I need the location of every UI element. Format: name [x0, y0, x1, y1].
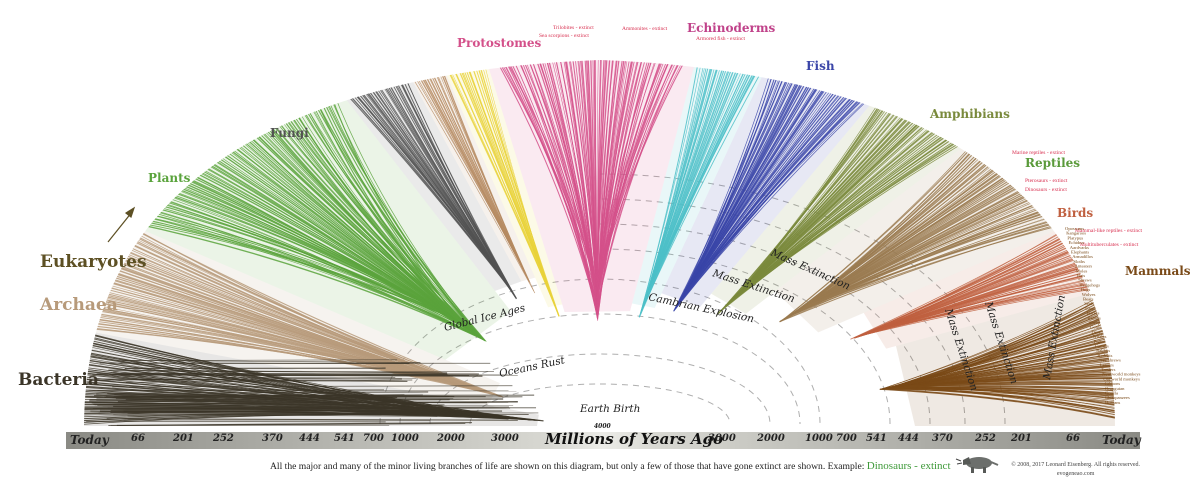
- axis-tick-right-1: 2000: [757, 433, 785, 444]
- axis-tick-right-10: Today: [1102, 433, 1141, 447]
- note-pterosaurs: Pterosaurs - extinct: [1025, 178, 1068, 184]
- label-mammals: Mammals: [1125, 264, 1191, 278]
- label-fungi: Fungi: [270, 126, 309, 140]
- label-reptiles: Reptiles: [1025, 156, 1080, 170]
- label-birds: Birds: [1057, 206, 1093, 220]
- note-ammonites: Ammonites - extinct: [622, 26, 668, 32]
- event-oceans-rust: Oceans Rust: [498, 354, 567, 380]
- axis-tick-left-3: 252: [213, 433, 234, 444]
- note-trilobites: Trilobites - extinct: [553, 25, 594, 31]
- axis-tick-right-4: 541: [866, 433, 887, 444]
- axis-tick-left-7: 700: [363, 433, 384, 444]
- label-echinoderms: Echinoderms: [687, 21, 776, 35]
- footer-note-text: All the major and many of the minor livi…: [270, 461, 864, 472]
- axis-title: Millions of Years Ago: [545, 430, 723, 448]
- event-earth-birth: Earth Birth: [579, 403, 640, 415]
- axis-tick-right-3: 700: [836, 433, 857, 444]
- footer-note: All the major and many of the minor livi…: [270, 460, 1030, 472]
- axis-tick-right-8: 201: [1011, 433, 1032, 444]
- note-sea-scorpions: Sea scorpions - extinct: [539, 33, 589, 39]
- label-archaea: Archaea: [39, 295, 118, 315]
- axis-center-value: 4000: [594, 423, 611, 430]
- note-dinosaurs: Dinosaurs - extinct: [1025, 187, 1067, 193]
- note-marine-reptiles: Marine reptiles - extinct: [1012, 150, 1065, 156]
- label-eukaryotes: Eukaryotes: [40, 252, 147, 272]
- axis-tick-right-7: 252: [975, 433, 996, 444]
- axis-tick-right-9: 66: [1066, 433, 1080, 444]
- copyright: © 2008, 2017 Leonard Eisenberg. All righ…: [1011, 461, 1140, 479]
- mammal-leaf: Humans: [1105, 400, 1121, 405]
- note-armored-fish: Armored fish - extinct: [696, 35, 745, 42]
- axis-tick-left-0: Today: [70, 433, 109, 447]
- copyright-site: evogeneao.com: [1011, 470, 1140, 479]
- axis-tick-left-1: 66: [131, 433, 145, 444]
- axis-tick-right-6: 370: [932, 433, 953, 444]
- copyright-line: © 2008, 2017 Leonard Eisenberg. All righ…: [1011, 461, 1140, 470]
- label-fish: Fish: [806, 59, 835, 73]
- footer-example: Dinosaurs - extinct: [867, 460, 951, 472]
- axis-tick-right-0: 3000: [708, 433, 736, 444]
- axis-tick-right-2: 1000: [805, 433, 833, 444]
- label-protostomes: Protostomes: [457, 36, 542, 50]
- eukaryote-arrow-icon: [108, 208, 134, 242]
- label-bacteria: Bacteria: [18, 370, 99, 390]
- axis-tick-left-5: 444: [299, 433, 320, 444]
- axis-tick-left-9: 2000: [437, 433, 465, 444]
- axis-tick-left-10: 3000: [491, 433, 519, 444]
- label-plants: Plants: [148, 171, 191, 185]
- label-amphibians: Amphibians: [929, 107, 1010, 121]
- branch-bacteria-streak: [111, 410, 502, 411]
- axis-tick-right-5: 444: [898, 433, 919, 444]
- axis-tick-left-4: 370: [262, 433, 283, 444]
- axis-tick-left-2: 201: [173, 433, 194, 444]
- axis-tick-left-6: 541: [334, 433, 355, 444]
- axis-tick-left-8: 1000: [391, 433, 419, 444]
- triceratops-icon: [955, 452, 999, 474]
